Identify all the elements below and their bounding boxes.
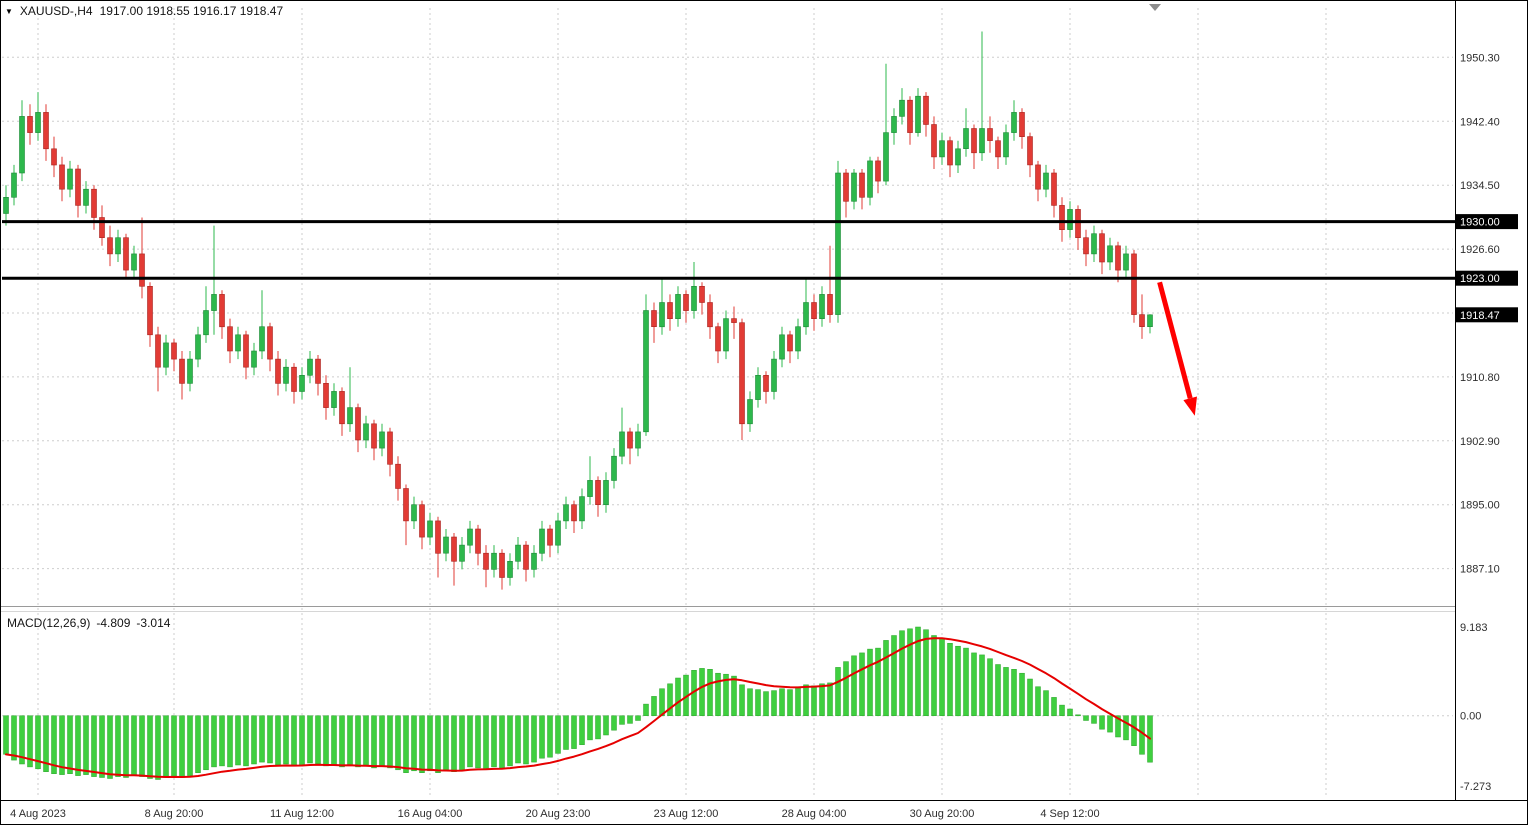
macd-signal-value: -3.014 <box>136 616 171 630</box>
svg-text:30 Aug 20:00: 30 Aug 20:00 <box>910 808 975 820</box>
macd-title: MACD(12,26,9) <box>7 616 91 630</box>
svg-text:1887.10: 1887.10 <box>1460 564 1500 576</box>
macd-signal-line <box>5 637 1151 778</box>
chart-header: ▼ XAUUSD-,H4 1917.00 1918.55 1916.17 191… <box>5 4 283 18</box>
svg-text:1942.40: 1942.40 <box>1460 116 1500 128</box>
svg-text:1926.60: 1926.60 <box>1460 244 1500 256</box>
svg-text:1902.90: 1902.90 <box>1460 436 1500 448</box>
svg-text:9.183: 9.183 <box>1460 622 1488 634</box>
svg-text:1895.00: 1895.00 <box>1460 500 1500 512</box>
candles-layer <box>3 31 1153 590</box>
macd-indicator-label: MACD(12,26,9) -4.809 -3.014 <box>7 616 170 630</box>
svg-text:20 Aug 23:00: 20 Aug 23:00 <box>526 808 591 820</box>
symbol-timeframe-label: XAUUSD-,H4 <box>19 4 93 18</box>
svg-text:1918.47: 1918.47 <box>1460 310 1500 322</box>
time-scale[interactable]: 4 Aug 2023 8 Aug 20:00 11 Aug 12:00 16 Aug … <box>10 808 1100 820</box>
svg-text:11 Aug 12:00: 11 Aug 12:00 <box>270 808 334 820</box>
chart-shift-marker[interactable] <box>1149 4 1161 11</box>
macd-histogram <box>3 626 1153 780</box>
horizontal-level-lines[interactable] <box>2 220 1455 280</box>
svg-text:-7.273: -7.273 <box>1460 781 1491 793</box>
svg-text:1934.50: 1934.50 <box>1460 180 1500 192</box>
svg-text:4 Aug 2023: 4 Aug 2023 <box>10 808 66 820</box>
svg-text:1950.30: 1950.30 <box>1460 52 1500 64</box>
ohlc-values: 1917.00 1918.55 1916.17 1918.47 <box>99 4 284 18</box>
svg-text:28 Aug 04:00: 28 Aug 04:00 <box>782 808 847 820</box>
svg-text:1923.00: 1923.00 <box>1460 273 1500 285</box>
svg-text:4 Sep 12:00: 4 Sep 12:00 <box>1040 808 1099 820</box>
price-scale[interactable]: 1950.30 1942.40 1934.50 1926.60 1910.80 1902.… <box>1456 52 1518 793</box>
svg-text:16 Aug 04:00: 16 Aug 04:00 <box>398 808 463 820</box>
svg-text:1910.80: 1910.80 <box>1460 372 1500 384</box>
svg-text:0.00: 0.00 <box>1460 711 1481 723</box>
trend-arrow-annotation[interactable] <box>1157 281 1197 416</box>
svg-text:23 Aug 12:00: 23 Aug 12:00 <box>654 808 719 820</box>
svg-text:1930.00: 1930.00 <box>1460 217 1500 229</box>
chart-dropdown-arrow-icon[interactable]: ▼ <box>5 7 13 16</box>
svg-text:8 Aug 20:00: 8 Aug 20:00 <box>145 808 204 820</box>
macd-main-value: -4.809 <box>96 616 131 630</box>
